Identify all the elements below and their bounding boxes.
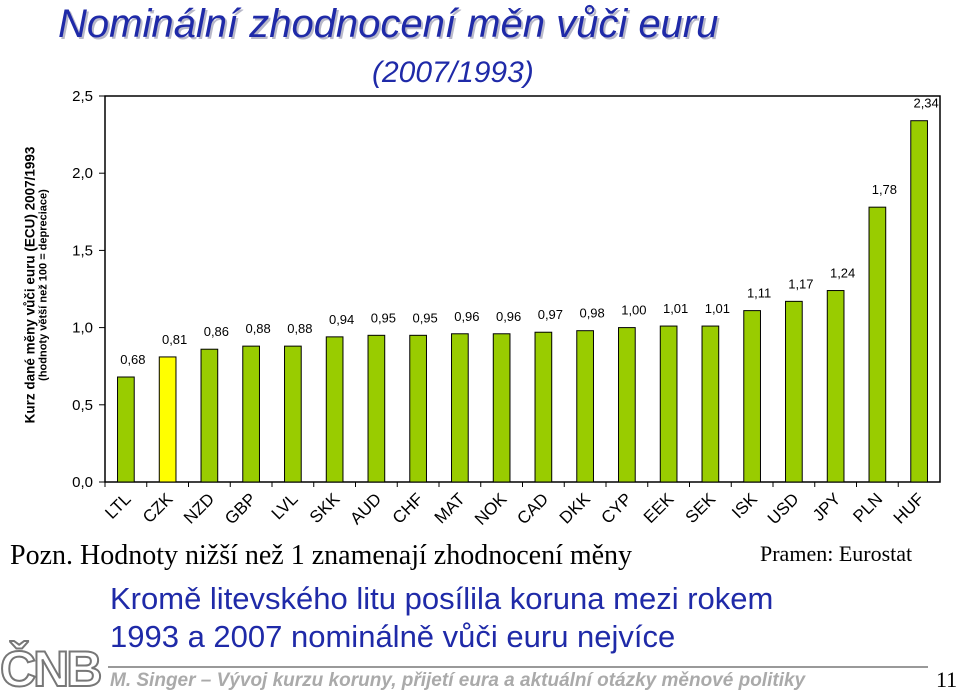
x-tick-label-aud: AUD (346, 489, 385, 528)
bar-skk (325, 336, 344, 483)
x-tick-label-cad: CAD (513, 489, 552, 528)
data-label-nzd: 0,86 (204, 324, 229, 339)
y-tick-label: 0,0 (72, 474, 93, 491)
data-label-chf: 0,95 (412, 310, 437, 325)
bar-nok (492, 333, 511, 483)
cnb-logo: ČNB (0, 640, 103, 698)
x-tick-label-gbp: GBP (221, 489, 260, 528)
x-tick-label-ltl: LTL (101, 489, 134, 522)
data-label-mat: 0,96 (454, 309, 479, 324)
note-text: Pozn. Hodnoty nižší než 1 znamenají zhod… (10, 540, 633, 571)
footer-text: M. Singer – Vývoj kurzu koruny, přijetí … (110, 670, 806, 691)
bar-usd (785, 300, 803, 483)
bar-pln (868, 206, 887, 483)
y-tick-label: 2,5 (72, 88, 93, 105)
y-tick-label: 0,5 (72, 397, 93, 414)
x-tick-label-eek: EEK (640, 489, 678, 527)
source-text: Pramen: Eurostat (760, 541, 913, 566)
bar-lvl (284, 345, 302, 483)
x-tick-label-usd: USD (764, 489, 803, 528)
bar-sek (701, 325, 720, 483)
highlight-line-2: 1993 a 2007 nominálně vůči euru nejvíce (110, 619, 676, 654)
x-tick-label-nok: NOK (471, 489, 511, 529)
bar-gbp (242, 345, 260, 483)
chart-title: Nominální zhodnocení měn vůči euru (58, 2, 719, 46)
bar-chart: 0,0 0,5 1,0 1,5 2,0 2,5 0,68 LTL 0,81 CZK 0,86 NZD 0… (72, 88, 941, 529)
x-tick-label-isk: ISK (728, 489, 761, 522)
data-label-sek: 1,01 (705, 301, 730, 316)
x-tick-label-huf: HUF (890, 489, 928, 527)
bar-cad (534, 331, 553, 483)
bar-nzd (200, 348, 219, 483)
bar-chf (409, 334, 427, 483)
x-tick-label-cyp: CYP (598, 489, 636, 527)
data-label-usd: 1,17 (788, 276, 813, 291)
x-tick-label-mat: MAT (431, 489, 469, 527)
highlight-line-1: Kromě litevského litu posílila koruna me… (110, 581, 774, 616)
bar-cyp (618, 327, 636, 483)
data-label-nok: 0,96 (496, 309, 521, 324)
x-tick-label-czk: CZK (139, 489, 177, 527)
bar-jpy (826, 290, 845, 483)
bar-mat (451, 333, 469, 483)
x-tick-label-pln: PLN (849, 489, 886, 526)
bar-huf (910, 120, 928, 483)
page-number: 11 (936, 667, 958, 692)
x-tick-label-lvl: LVL (268, 489, 302, 523)
data-label-dkk: 0,98 (579, 306, 604, 321)
data-label-czk: 0,81 (162, 332, 187, 347)
data-label-jpy: 1,24 (830, 266, 855, 281)
y-tick-label: 2,0 (72, 165, 93, 182)
bar-eek (659, 325, 678, 483)
data-label-cad: 0,97 (538, 307, 563, 322)
data-label-lvl: 0,88 (287, 321, 312, 336)
data-label-huf: 2,34 (913, 96, 938, 111)
bar-aud (367, 334, 386, 483)
data-label-isk: 1,11 (747, 286, 771, 301)
y-axis-label-line1: Kurz dané měny vůči euru (ECU) 2007/1993 (22, 146, 38, 424)
data-label-eek: 1,01 (663, 301, 688, 316)
chart-subtitle: (2007/1993) (372, 56, 534, 89)
highlight-text: Kromě litevského litu posílila koruna me… (110, 580, 773, 656)
data-label-gbp: 0,88 (245, 321, 270, 336)
x-tick-label-dkk: DKK (556, 489, 595, 528)
x-tick-label-nzd: NZD (180, 489, 218, 527)
x-tick-label-chf: CHF (389, 489, 427, 527)
y-tick-label: 1,5 (72, 242, 93, 259)
data-label-ltl: 0,68 (120, 352, 145, 367)
bar-dkk (576, 330, 594, 483)
bar-ltl (117, 376, 135, 483)
bar-czk (158, 356, 177, 483)
data-label-cyp: 1,00 (621, 303, 646, 318)
x-tick-label-sek: SEK (682, 489, 720, 527)
data-label-aud: 0,95 (371, 310, 396, 325)
y-axis-label-line2: (hodnoty větší než 100 = depreciace) (37, 189, 50, 381)
x-tick-label-skk: SKK (306, 489, 344, 527)
data-label-skk: 0,94 (329, 312, 354, 327)
bar-isk (743, 310, 761, 483)
plot-frame (104, 95, 941, 483)
data-label-pln: 1,78 (872, 182, 897, 197)
footer-divider (108, 666, 928, 668)
x-tick-label-jpy: JPY (809, 489, 844, 524)
y-tick-label: 1,0 (72, 320, 93, 337)
